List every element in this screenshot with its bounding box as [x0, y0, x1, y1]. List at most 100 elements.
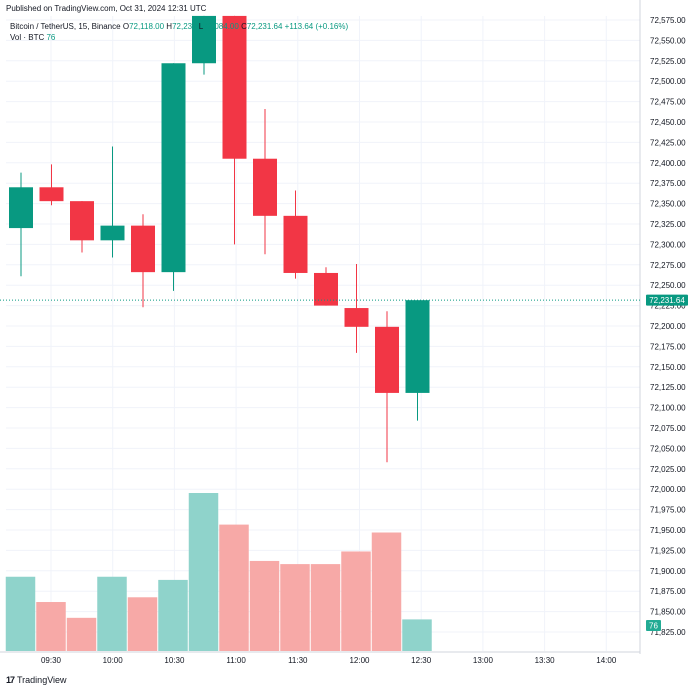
legend-volume-row: Vol · BTC 76	[10, 32, 348, 43]
tradingview-logo-icon: 17	[6, 675, 15, 685]
price-tick-label: 72,150.00	[650, 363, 686, 372]
price-tick-label: 72,075.00	[650, 424, 686, 433]
legend-high-label: H	[166, 22, 173, 31]
price-tick-label: 71,875.00	[650, 587, 686, 596]
volume-bar	[219, 524, 249, 651]
price-tick-label: 72,525.00	[650, 57, 686, 66]
time-tick-label: 12:00	[349, 656, 370, 665]
published-notice: Published on TradingView.com, Oct 31, 20…	[6, 4, 207, 13]
price-tick-label: 72,350.00	[650, 200, 686, 209]
candle-body	[405, 300, 430, 393]
footer-brand: TradingView	[17, 675, 67, 685]
legend-open-label: O	[122, 22, 130, 31]
candle-body	[375, 326, 399, 393]
price-tick-label: 72,500.00	[650, 77, 686, 86]
candle-body	[70, 201, 94, 241]
time-tick-label: 11:00	[226, 656, 246, 665]
price-tick-label: 72,300.00	[650, 240, 686, 249]
price-tick-label: 71,925.00	[650, 546, 686, 555]
time-tick-label: 14:00	[596, 656, 617, 665]
legend-low-value: 72,084.00	[203, 22, 239, 31]
price-tick-label: 71,900.00	[650, 567, 686, 576]
price-tick-label: 72,475.00	[650, 98, 686, 107]
candles	[9, 15, 430, 463]
legend-high-value: 72,231	[172, 22, 197, 31]
volume-bars	[5, 493, 432, 651]
legend-volume-value: 76	[46, 33, 56, 42]
legend-symbol: Bitcoin / TetherUS, 15, Binance	[10, 22, 121, 31]
price-tick-label: 72,450.00	[650, 118, 686, 127]
price-tick-label: 72,550.00	[650, 36, 686, 45]
grid	[0, 0, 641, 654]
chart-legend: Bitcoin / TetherUS, 15, Binance O72,118.…	[10, 21, 348, 43]
time-axis[interactable]: 09:30 10:00 10:30 11:00 11:30 12:00 12:30 13:00…	[41, 656, 617, 665]
candle-body	[314, 272, 338, 306]
price-tick-label: 72,050.00	[650, 444, 686, 453]
legend-volume-label: Vol · BTC	[10, 33, 45, 42]
volume-tag-text: 76	[649, 622, 658, 631]
volume-bar	[66, 617, 97, 651]
legend-close-value: 72,231.64	[246, 22, 283, 31]
volume-bar	[127, 597, 158, 651]
footer[interactable]: 17 TradingView	[6, 675, 67, 685]
price-tick-label: 72,575.00	[650, 16, 686, 25]
volume-bar	[249, 560, 280, 651]
candle-body	[9, 187, 33, 229]
volume-bar	[158, 579, 188, 651]
legend-open-value: 72,118.00	[129, 22, 165, 31]
volume-bar	[188, 493, 219, 651]
candle-body	[161, 63, 186, 273]
candle-body	[39, 187, 64, 202]
volume-bar	[341, 551, 371, 651]
price-tick-label: 72,325.00	[650, 220, 686, 229]
time-tick-label: 12:30	[411, 656, 432, 665]
time-tick-label: 13:30	[535, 656, 556, 665]
candle-body	[283, 215, 308, 273]
time-tick-label: 11:30	[288, 656, 308, 665]
legend-change: +113.64 (+0.16%)	[284, 22, 349, 31]
volume-bar	[402, 619, 432, 651]
volume-bar	[5, 576, 36, 651]
price-tick-label: 72,425.00	[650, 138, 686, 147]
legend-close-label: C	[241, 22, 247, 31]
volume-bar	[371, 532, 402, 651]
last-price-tag-bg	[646, 294, 688, 306]
candle-body	[253, 158, 277, 216]
legend-ohlc-row: Bitcoin / TetherUS, 15, Binance O72,118.…	[10, 21, 348, 32]
time-tick-label: 10:00	[103, 656, 124, 665]
price-tick-label: 72,375.00	[650, 179, 686, 188]
price-tick-label: 72,025.00	[650, 465, 686, 474]
price-tick-label: 72,125.00	[650, 383, 686, 392]
price-tick-label: 71,850.00	[650, 608, 686, 617]
volume-bar	[97, 576, 127, 651]
price-tick-label: 72,000.00	[650, 485, 686, 494]
price-tick-label: 72,200.00	[650, 322, 686, 331]
volume-tag: 76	[646, 620, 661, 631]
price-tick-label: 72,250.00	[650, 281, 686, 290]
time-tick-label: 09:30	[41, 656, 62, 665]
candle-body	[222, 15, 247, 159]
volume-bar	[36, 602, 66, 651]
candle-body	[131, 225, 155, 273]
candle-body	[100, 225, 125, 241]
last-price-tag-text: 72,231.64	[649, 296, 685, 305]
time-tick-label: 13:00	[473, 656, 494, 665]
price-tick-label: 71,825.00	[650, 628, 686, 637]
candle-body	[192, 15, 216, 64]
last-price-tag: 72,231.64	[646, 294, 688, 306]
legend-low-label: L	[198, 22, 204, 31]
volume-bar	[280, 564, 310, 651]
price-tick-label: 72,400.00	[650, 159, 686, 168]
price-tick-label: 72,275.00	[650, 261, 686, 270]
price-tick-label: 72,175.00	[650, 342, 686, 351]
volume-bar	[310, 564, 341, 651]
price-tick-label: 71,975.00	[650, 506, 686, 515]
time-tick-label: 10:30	[164, 656, 185, 665]
candle-body	[344, 308, 369, 327]
volume-tag-bg	[646, 620, 661, 631]
price-tick-label: 72,100.00	[650, 404, 686, 413]
price-tick-label: 72,225.00	[650, 302, 686, 311]
price-tick-label: 71,950.00	[650, 526, 686, 535]
price-axis[interactable]: 72,575.00 72,550.00 72,525.00 72,500.00 72,4…	[650, 16, 686, 637]
